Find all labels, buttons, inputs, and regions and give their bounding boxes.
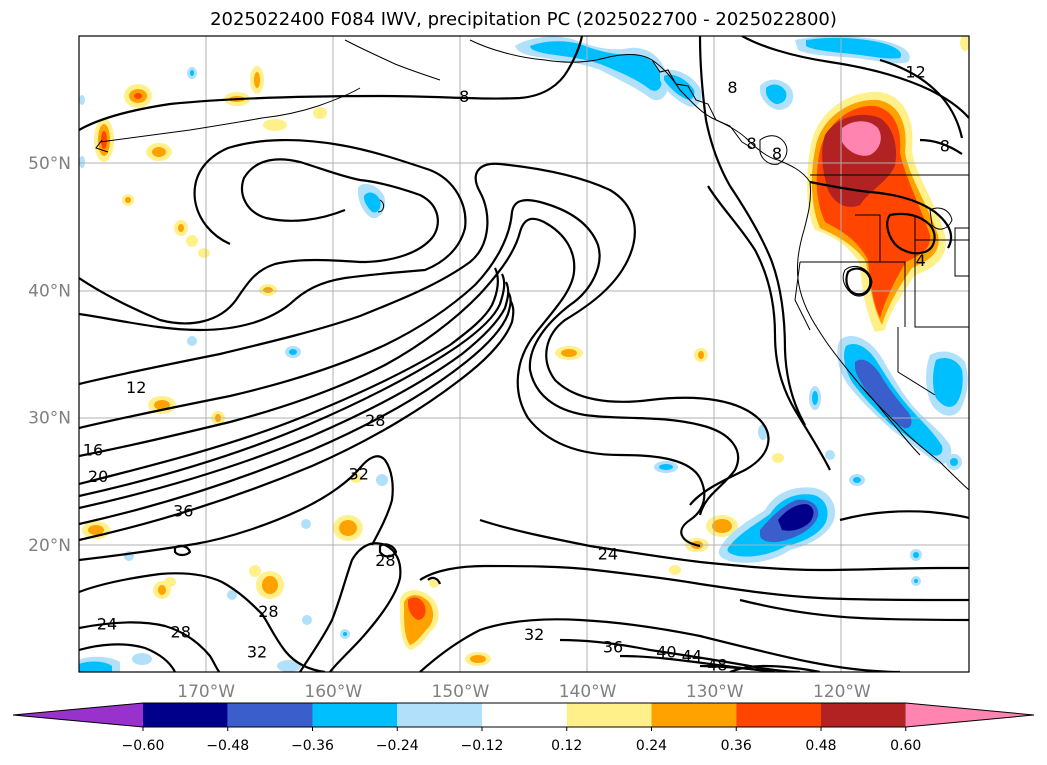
colorbar-segment xyxy=(566,703,652,727)
longitude-label: 140°W xyxy=(559,682,617,702)
colorbar-segment xyxy=(482,703,567,727)
colorbar-segment xyxy=(397,703,482,727)
contour-label: 40 xyxy=(656,643,676,662)
contour-label: 8 xyxy=(772,144,782,163)
contour-label: 36 xyxy=(603,638,623,657)
latitude-label: 40°N xyxy=(28,281,71,301)
longitude-label: 120°W xyxy=(813,682,871,702)
map-title: 2025022400 F084 IWV, precipitation PC (2… xyxy=(210,9,837,30)
latitude-labels: 50°N 40°N 30°N 20°N xyxy=(28,154,71,556)
colorbar-segment xyxy=(312,703,398,727)
longitude-label: 170°W xyxy=(177,682,235,702)
map-panel: 8812888841216202832362828282424323236404… xyxy=(79,21,969,674)
longitude-label: 130°W xyxy=(686,682,744,702)
longitude-label: 160°W xyxy=(304,682,362,702)
colorbar-tick-label: 0.60 xyxy=(890,738,921,754)
contour-label: 28 xyxy=(375,551,395,570)
precip-negative-shading xyxy=(79,36,968,672)
contour-label: 48 xyxy=(707,655,727,674)
contour-label: 44 xyxy=(682,646,702,665)
colorbar-tick-label: −0.36 xyxy=(291,738,334,754)
contour-label: 28 xyxy=(365,411,385,430)
colorbar: −0.60 −0.48 −0.36 −0.24 −0.12 0.12 0.24 0.36 0.4… xyxy=(12,702,1035,754)
contour-label: 32 xyxy=(524,625,544,644)
longitude-labels: 170°W 160°W 150°W 140°W 130°W 120°W xyxy=(177,682,871,702)
contour-label: 8 xyxy=(746,134,756,153)
colorbar-segment xyxy=(227,703,313,727)
colorbar-tick-label: 0.36 xyxy=(721,738,752,754)
iwv-contours xyxy=(79,36,969,672)
colorbar-segment xyxy=(736,703,821,727)
contour-label: 8 xyxy=(727,78,737,97)
contour-label: 28 xyxy=(171,622,191,641)
colorbar-tick-label: −0.12 xyxy=(461,738,504,754)
colorbar-tick-label: −0.24 xyxy=(376,738,419,754)
graticule xyxy=(79,36,969,672)
contour-label: 8 xyxy=(739,21,749,40)
contour-label: 12 xyxy=(126,378,146,397)
latitude-label: 50°N xyxy=(28,154,71,174)
colorbar-tick-label: 0.12 xyxy=(551,738,582,754)
contour-label: 12 xyxy=(905,63,925,82)
contour-label: 4 xyxy=(916,251,926,270)
colorbar-segment xyxy=(651,703,737,727)
longitude-label: 150°W xyxy=(432,682,490,702)
contour-label: 36 xyxy=(173,501,193,520)
contour-label: 32 xyxy=(247,643,267,662)
colorbar-tick-label: −0.48 xyxy=(206,738,249,754)
contour-label: 16 xyxy=(83,440,103,459)
contour-label: 32 xyxy=(349,465,369,484)
contour-labels: 8812888841216202832362828282424323236404… xyxy=(83,21,950,674)
map-frame xyxy=(78,35,970,673)
colorbar-extend-min xyxy=(13,703,143,727)
contour-label: 20 xyxy=(88,467,108,486)
contour-label: 24 xyxy=(97,615,117,634)
colorbar-extend-max xyxy=(905,703,1034,727)
contour-label: 8 xyxy=(940,136,950,155)
colorbar-tick-label: 0.24 xyxy=(636,738,667,754)
latitude-label: 20°N xyxy=(28,536,71,556)
contour-label: 28 xyxy=(258,602,278,621)
colorbar-tick-label: −0.60 xyxy=(122,738,165,754)
colorbar-segment xyxy=(143,703,228,727)
colorbar-segment xyxy=(821,703,906,727)
contour-label: 8 xyxy=(459,87,469,106)
contour-label: 24 xyxy=(598,545,618,564)
coastlines xyxy=(95,39,969,491)
colorbar-tick-label: 0.48 xyxy=(805,738,836,754)
latitude-label: 30°N xyxy=(28,409,71,429)
